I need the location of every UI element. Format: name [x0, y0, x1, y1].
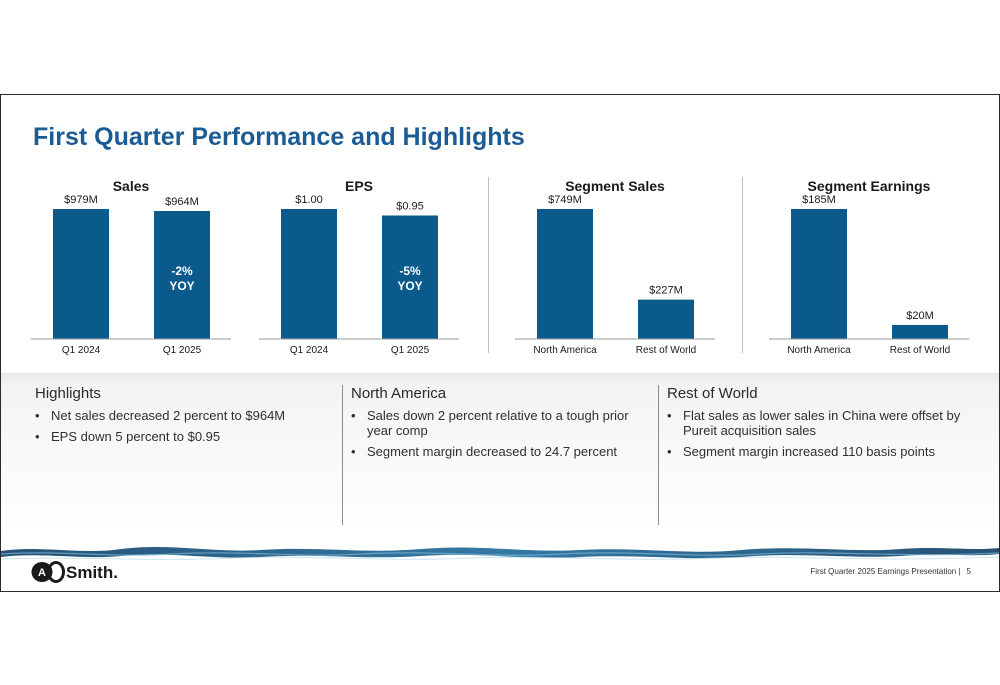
footer-text: First Quarter 2025 Earnings Presentation…: [810, 567, 961, 576]
highlights-heading: Highlights: [35, 385, 101, 402]
data-label: $979M: [64, 194, 98, 206]
yoy-annotation: YOY: [169, 279, 194, 293]
data-label: $1.00: [295, 194, 323, 206]
rest-of-world-heading: Rest of World: [667, 385, 758, 402]
sales-chart: Sales $979M Q1 2024 $964M Q1 2025 -2% YOY: [31, 175, 231, 356]
chart-title: Sales: [113, 178, 150, 194]
svg-text:A: A: [38, 567, 46, 579]
charts-row: Sales $979M Q1 2024 $964M Q1 2025 -2% YOY EPS $…: [1, 175, 999, 375]
chart-title: Segment Sales: [565, 178, 665, 194]
eps-chart-svg: EPS $1.00 Q1 2024 $0.95 Q1 2025 -5%YOY: [259, 178, 459, 356]
data-label: $185M: [802, 194, 836, 206]
tick-label: North America: [533, 345, 597, 356]
data-label: $227M: [649, 285, 683, 297]
chart-bar: [892, 324, 948, 339]
chart-divider: [742, 177, 743, 353]
data-label: $0.95: [396, 201, 424, 213]
eps-chart: EPS $1.00 Q1 2024 $0.95 Q1 2025 -5% YOY: [259, 175, 459, 356]
sales-chart-svg: Sales $979M Q1 2024 $964M Q1 2025 -2%YOY: [31, 178, 231, 356]
column-divider: [658, 385, 659, 525]
list-item: EPS down 5 percent to $0.95: [35, 429, 335, 444]
tick-label: North America: [787, 345, 851, 356]
list-item: Segment margin increased 110 basis point…: [667, 444, 967, 459]
tick-label: Rest of World: [890, 345, 950, 356]
chart-bar: [382, 215, 438, 339]
chart-divider: [488, 177, 489, 353]
tick-label: Q1 2025: [391, 345, 430, 356]
page-title: First Quarter Performance and Highlights: [33, 123, 525, 151]
chart-bar: [281, 209, 337, 339]
chart-bar: [791, 209, 847, 339]
highlights-panel: [1, 373, 999, 553]
chart-title: EPS: [345, 178, 373, 194]
chart-title: Segment Earnings: [808, 178, 931, 194]
rest-of-world-list: Flat sales as lower sales in China were …: [667, 408, 967, 459]
chart-bar: [537, 209, 593, 339]
tick-label: Q1 2024: [290, 345, 329, 356]
segment-sales-chart: Segment Sales $749M North America $227M Rest…: [515, 175, 715, 356]
yoy-annotation: -5%: [399, 264, 421, 278]
segment-earnings-chart: Segment Earnings $185M North America $20M Re…: [769, 175, 969, 356]
rest-of-world-column: Rest of World Flat sales as lower sales …: [667, 385, 967, 465]
list-item: Net sales decreased 2 percent to $964M: [35, 408, 335, 423]
north-america-heading: North America: [351, 385, 447, 402]
list-item: Segment margin decreased to 24.7 percent: [351, 444, 651, 459]
list-item: Sales down 2 percent relative to a tough…: [351, 408, 651, 438]
segment-sales-chart-svg: Segment Sales$749M North America $227M Rest…: [515, 178, 715, 356]
highlights-column: Highlights Net sales decreased 2 percent…: [35, 385, 335, 450]
tick-label: Q1 2025: [163, 345, 202, 356]
slide: First Quarter Performance and Highlights…: [0, 94, 1000, 592]
logo-text: Smith.: [66, 563, 118, 582]
chart-bar: [154, 210, 210, 339]
highlights-list: Net sales decreased 2 percent to $964M E…: [35, 408, 335, 444]
ao-smith-logo: A Smith.: [31, 561, 118, 583]
segment-earnings-chart-svg: Segment Earnings$185M North America $20M Re…: [769, 178, 969, 356]
chart-bar: [53, 209, 109, 339]
tick-label: Q1 2024: [62, 345, 101, 356]
north-america-column: North America Sales down 2 percent relat…: [351, 385, 651, 465]
data-label: $749M: [548, 194, 582, 206]
yoy-annotation: -2%: [171, 264, 193, 278]
tick-label: Rest of World: [636, 345, 696, 356]
water-wave-graphic: [1, 547, 999, 560]
footer: First Quarter 2025 Earnings Presentation…: [810, 567, 971, 576]
list-item: Flat sales as lower sales in China were …: [667, 408, 967, 438]
north-america-list: Sales down 2 percent relative to a tough…: [351, 408, 651, 459]
data-label: $964M: [165, 196, 199, 208]
data-label: $20M: [906, 310, 934, 322]
column-divider: [342, 385, 343, 525]
page-number: 5: [966, 567, 971, 576]
chart-bar: [638, 299, 694, 339]
yoy-annotation: YOY: [397, 279, 422, 293]
